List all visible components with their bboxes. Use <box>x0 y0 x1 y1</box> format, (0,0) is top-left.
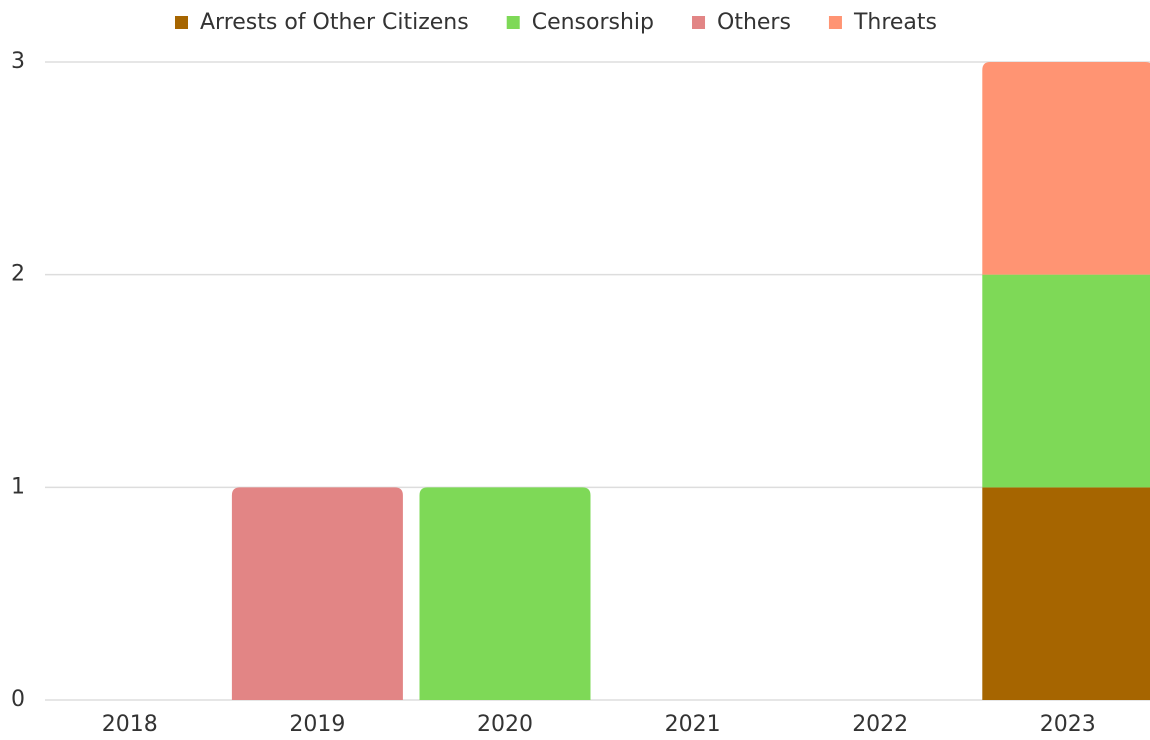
bar-segment <box>231 487 403 700</box>
x-tick-label: 2018 <box>102 712 158 737</box>
y-tick-label: 2 <box>11 262 25 287</box>
bar-segment <box>419 487 591 700</box>
x-tick-label: 2019 <box>289 712 345 737</box>
legend-swatch <box>175 16 188 29</box>
x-tick-label: 2020 <box>477 712 533 737</box>
legend-swatch <box>506 16 520 29</box>
legend-label: Others <box>717 10 791 35</box>
y-tick-label: 1 <box>11 474 25 499</box>
x-tick-label: 2021 <box>665 712 721 737</box>
y-tick-label: 3 <box>11 49 25 74</box>
bar-segment <box>982 62 1150 275</box>
bar-segment <box>982 274 1150 488</box>
legend-label: Censorship <box>532 10 654 35</box>
x-tick-label: 2023 <box>1040 712 1096 737</box>
legend: Arrests of Other Citizens Censorship Other… <box>175 10 937 35</box>
x-tick-label: 2022 <box>852 712 908 737</box>
legend-swatch <box>692 16 706 29</box>
legend-label: Arrests of Other Citizens <box>200 10 469 35</box>
y-tick-label: 0 <box>11 687 25 712</box>
bar-segment <box>982 487 1150 700</box>
legend-label: Threats <box>853 10 937 35</box>
legend-swatch <box>828 16 842 29</box>
